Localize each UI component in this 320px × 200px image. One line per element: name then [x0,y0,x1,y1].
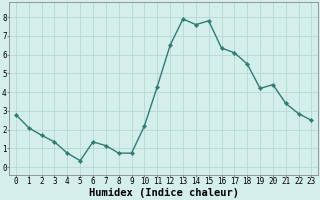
X-axis label: Humidex (Indice chaleur): Humidex (Indice chaleur) [89,188,239,198]
